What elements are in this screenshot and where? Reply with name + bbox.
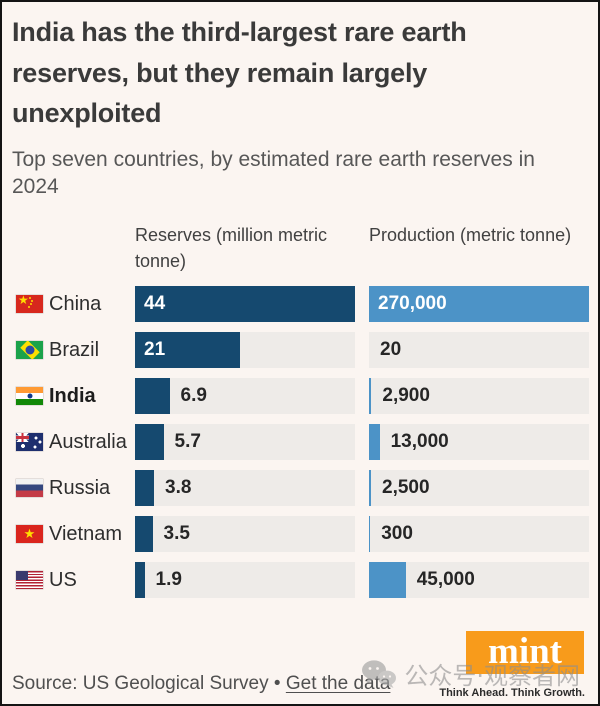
reserves-bar-track: 5.7: [135, 424, 355, 461]
production-bar: [369, 516, 371, 553]
table-row: Australia 5.7 13,000: [16, 424, 598, 461]
country-label: India: [49, 384, 96, 407]
reserves-bar-track: 3.5: [135, 516, 355, 553]
reserves-bar-track: 21: [135, 332, 355, 369]
reserves-value: 44: [144, 293, 166, 315]
production-column-header: Production (metric tonne): [369, 225, 572, 246]
us-flag-icon: [16, 571, 43, 590]
table-row: Vietnam 3.5 300: [16, 516, 598, 553]
mint-tagline: Think Ahead. Think Growth.: [439, 687, 585, 699]
reserves-value: 5.7: [174, 431, 201, 453]
reserves-column-header: Reserves (million metric tonne): [135, 225, 328, 272]
country-label-cell: China: [16, 293, 135, 316]
country-label-cell: India: [16, 385, 135, 408]
reserves-bar-track: 6.9: [135, 378, 355, 415]
source-line: Source: US Geological Survey • Get the d…: [12, 673, 390, 695]
production-bar-track: 2,900: [369, 378, 589, 415]
production-bar-track: 13,000: [369, 424, 589, 461]
reserves-bar: [135, 424, 164, 461]
country-label-cell: Vietnam: [16, 523, 135, 546]
country-label: Vietnam: [49, 522, 123, 545]
reserves-bar: [135, 286, 355, 323]
country-label: Australia: [49, 430, 127, 453]
table-row: China 44 270,000: [16, 286, 598, 323]
reserves-value: 6.9: [180, 385, 207, 407]
production-bar: [369, 378, 372, 415]
au-flag-icon: [16, 433, 43, 452]
production-value: 270,000: [378, 293, 447, 315]
production-value: 20: [380, 339, 402, 361]
cn-flag-icon: [16, 295, 43, 314]
mint-wordmark: mint: [488, 631, 562, 672]
br-flag-icon: [16, 341, 43, 360]
watermark-text: 公众号·观察者网: [404, 662, 580, 690]
in-flag-icon: [16, 387, 43, 406]
production-value: 2,900: [382, 385, 430, 407]
production-bar-track: 300: [369, 516, 589, 553]
reserves-value: 1.9: [155, 569, 182, 591]
reserves-bar: [135, 332, 240, 369]
vn-flag-icon: [16, 525, 43, 544]
reserves-bar-track: 3.8: [135, 470, 355, 507]
table-row: Brazil 21 20: [16, 332, 598, 369]
reserves-bar: [135, 470, 154, 507]
production-bar-track: 20: [369, 332, 589, 369]
production-value: 300: [381, 523, 413, 545]
reserves-value: 3.5: [163, 523, 190, 545]
production-bar: [369, 286, 589, 323]
production-bar-track: 45,000: [369, 562, 589, 599]
production-bar: [369, 470, 371, 507]
production-value: 2,500: [382, 477, 430, 499]
reserves-value: 3.8: [165, 477, 192, 499]
production-bar: [369, 424, 380, 461]
country-label-cell: Brazil: [16, 339, 135, 362]
country-label: China: [49, 292, 102, 315]
reserves-value: 21: [144, 339, 166, 361]
page-title: India has the third-largest rare earth r…: [12, 17, 467, 128]
chart-rows: China 44 270,000 Brazil 21 20: [16, 286, 598, 599]
country-label-cell: Australia: [16, 431, 135, 454]
production-value: 45,000: [416, 569, 475, 591]
production-bar-track: 270,000: [369, 286, 589, 323]
ru-flag-icon: [16, 479, 43, 498]
reserves-bar-track: 1.9: [135, 562, 355, 599]
get-the-data-link[interactable]: Get the data: [285, 673, 391, 694]
country-label-cell: Russia: [16, 477, 135, 500]
reserves-bar-track: 44: [135, 286, 355, 323]
source-bullet: •: [273, 673, 281, 694]
reserves-bar: [135, 378, 170, 415]
chart-subtitle: Top seven countries, by estimated rare e…: [12, 147, 535, 198]
source-text: Source: US Geological Survey: [12, 673, 269, 694]
column-headers: Reserves (million metric tonne) Producti…: [135, 222, 598, 274]
table-row: Russia 3.8 2,500: [16, 470, 598, 507]
production-value: 13,000: [390, 431, 449, 453]
wechat-icon: [362, 659, 397, 688]
reserves-bar: [135, 562, 145, 599]
mint-logo: mint: [466, 631, 584, 674]
country-label: Brazil: [49, 338, 100, 361]
production-bar: [369, 562, 406, 599]
country-label-cell: US: [16, 569, 135, 592]
country-label: Russia: [49, 476, 111, 499]
country-label: US: [49, 568, 77, 591]
table-row: US 1.9 45,000: [16, 562, 598, 599]
table-row: India 6.9 2,900: [16, 378, 598, 415]
reserves-bar: [135, 516, 153, 553]
production-bar-track: 2,500: [369, 470, 589, 507]
watermark: 公众号·观察者网: [361, 656, 580, 691]
